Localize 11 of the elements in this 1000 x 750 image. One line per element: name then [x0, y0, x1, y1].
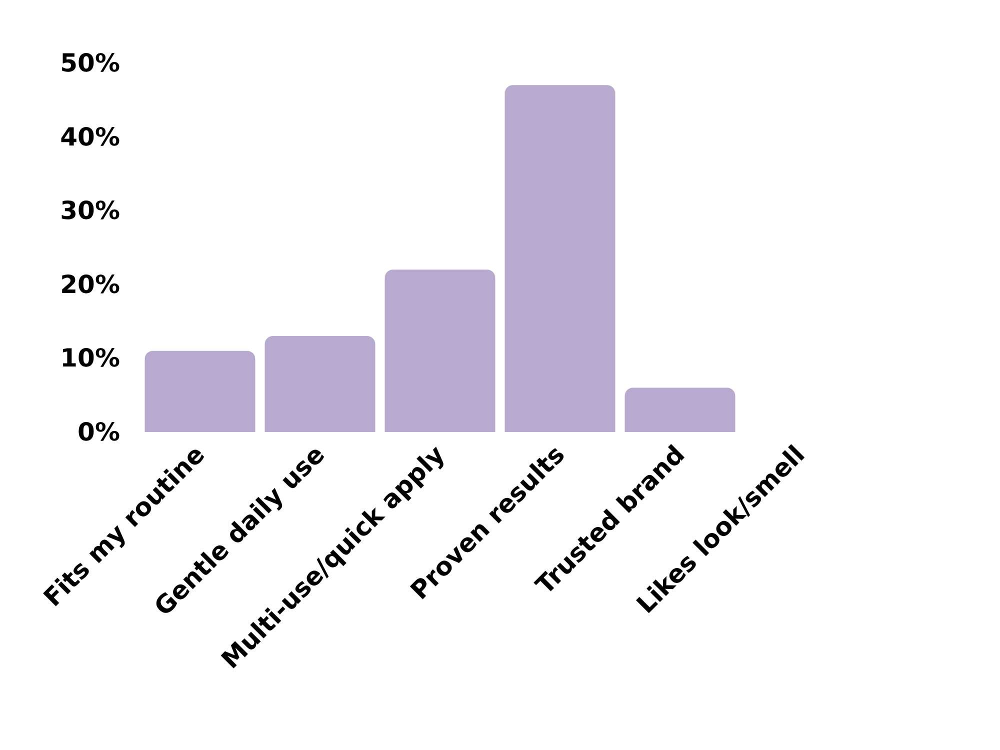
y-tick-label: 10% [60, 344, 120, 373]
y-tick-label: 40% [60, 122, 120, 152]
y-tick-label: 0% [78, 418, 120, 446]
bar [504, 85, 616, 432]
bar [264, 336, 376, 432]
y-tick-label: 30% [60, 196, 120, 226]
bar [384, 270, 496, 432]
bar [144, 350, 256, 432]
y-tick-label: 50% [60, 48, 120, 78]
bar [624, 388, 736, 432]
y-tick-label: 20% [60, 270, 120, 299]
